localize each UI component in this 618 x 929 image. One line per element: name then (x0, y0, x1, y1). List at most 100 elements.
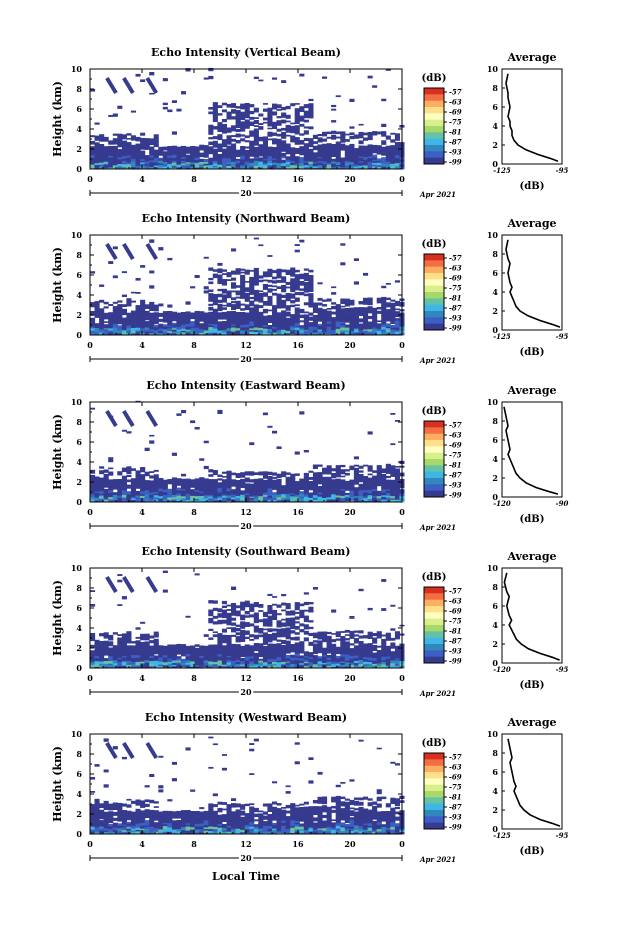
echo-cell (358, 630, 364, 634)
echo-cell (326, 637, 332, 640)
echo-cell (135, 330, 141, 333)
echo-cell (167, 326, 173, 329)
echo-cell (390, 140, 396, 143)
echo-cell (381, 301, 387, 303)
y-axis-label: Height (km) (51, 580, 64, 656)
echo-cell (221, 329, 227, 333)
echo-cell (217, 478, 223, 481)
echo-cell (372, 477, 378, 481)
echo-cell (272, 636, 278, 639)
echo-cell (158, 658, 164, 662)
echo-cell (244, 649, 250, 652)
echo-cell (294, 487, 300, 490)
echo-cell (385, 490, 391, 493)
echo-cell (272, 288, 278, 291)
echo-cell (308, 138, 314, 141)
echo-cell (335, 144, 341, 147)
echo-cell (208, 654, 214, 656)
echo-cell (217, 496, 223, 499)
echo-cell (226, 642, 232, 646)
echo-cell (335, 164, 341, 167)
echo-cell (117, 156, 123, 160)
echo-cell (335, 467, 341, 471)
echo-cell (99, 482, 105, 486)
colorbar-tick-label: -57 (449, 587, 462, 596)
echo-cell (121, 484, 127, 488)
echo-cell (203, 327, 209, 331)
echo-cell (317, 146, 323, 148)
echo-cell (249, 492, 255, 495)
echo-cell (212, 655, 218, 658)
echo-cell (317, 498, 323, 501)
echo-cell (363, 332, 369, 336)
echo-cell (240, 614, 246, 618)
echo-cell (108, 496, 114, 500)
echo-cell (221, 664, 227, 667)
echo-cell (262, 661, 268, 664)
echo-cell (103, 499, 109, 503)
echo-cell (212, 654, 218, 657)
echo-cell (281, 317, 287, 320)
echo-cell (190, 286, 196, 289)
echo-cell (108, 813, 114, 817)
echo-cell (94, 135, 100, 138)
echo-cell (140, 480, 146, 485)
echo-cell (322, 167, 328, 170)
echo-cell (244, 317, 250, 320)
echo-cell (299, 281, 305, 283)
echo-cell (290, 473, 296, 477)
echo-cell (326, 472, 332, 475)
echo-cell (99, 809, 105, 814)
echo-cell (331, 483, 337, 487)
echo-cell (226, 313, 232, 317)
echo-cell (381, 656, 387, 659)
echo-cell (358, 490, 364, 493)
echo-cell (217, 136, 223, 141)
echo-cell (231, 160, 237, 162)
echo-cell (335, 151, 341, 154)
echo-cell (121, 158, 127, 161)
echo-cell (199, 491, 205, 494)
echo-cell (281, 294, 287, 298)
echo-cell (276, 146, 282, 149)
echo-cell (276, 144, 282, 147)
echo-cell (240, 303, 246, 306)
echo-cell (217, 295, 223, 298)
echo-cell (199, 328, 205, 331)
echo-cell (394, 138, 400, 141)
echo-cell (372, 131, 378, 134)
echo-cell (103, 800, 109, 804)
echo-cell (217, 153, 223, 157)
average-x-tick-label: -125 (493, 166, 511, 175)
echo-cell (340, 656, 346, 659)
echo-cell (231, 129, 237, 132)
echo-cell (212, 274, 218, 279)
echo-cell (390, 331, 396, 334)
echo-cell (167, 327, 173, 332)
echo-cell (349, 160, 355, 163)
echo-cell (262, 294, 268, 297)
echo-cell (94, 663, 100, 667)
echo-cell (294, 131, 300, 135)
echo-cell (221, 641, 227, 644)
echo-cell (267, 615, 273, 619)
y-tick-label: 10 (71, 563, 83, 573)
echo-cell (394, 320, 400, 324)
echo-cell (94, 821, 100, 824)
echo-cell (240, 635, 246, 638)
echo-cell (158, 495, 164, 499)
echo-cell (281, 162, 287, 166)
echo-cell (381, 485, 387, 488)
echo-cell (340, 486, 346, 490)
echo-cell (267, 119, 273, 123)
echo-cell (99, 658, 105, 662)
echo-cell (176, 160, 182, 164)
echo-cell (390, 604, 396, 607)
echo-cell (308, 163, 314, 167)
echo-cell (390, 495, 396, 499)
echo-cell (349, 155, 355, 158)
echo-cell (299, 328, 305, 331)
echo-field (90, 237, 405, 336)
echo-cell (240, 107, 246, 110)
echo-cell (153, 314, 159, 318)
